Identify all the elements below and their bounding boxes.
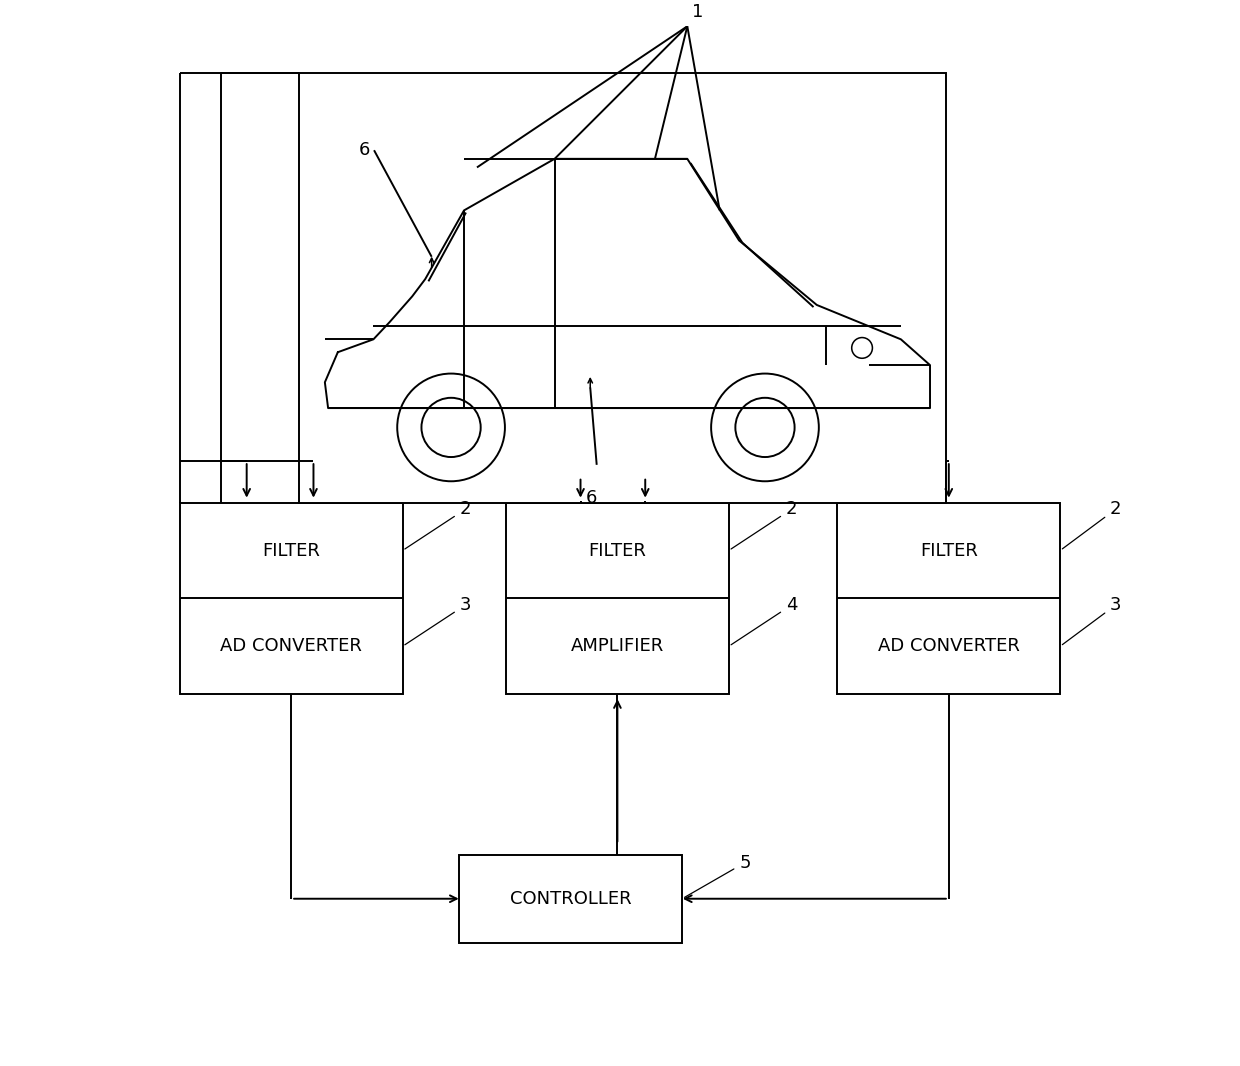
Text: 2: 2 bbox=[404, 500, 471, 549]
Text: 3: 3 bbox=[404, 596, 471, 645]
Text: AMPLIFIER: AMPLIFIER bbox=[570, 637, 665, 656]
Text: AD CONVERTER: AD CONVERTER bbox=[221, 637, 362, 656]
Text: AD CONVERTER: AD CONVERTER bbox=[878, 637, 1019, 656]
Bar bbox=[506, 503, 729, 694]
Text: 5: 5 bbox=[684, 854, 750, 898]
Text: 3: 3 bbox=[1063, 596, 1121, 645]
Text: 6: 6 bbox=[585, 488, 598, 506]
Text: 6: 6 bbox=[358, 141, 370, 159]
Bar bbox=[837, 503, 1060, 694]
Text: 2: 2 bbox=[1063, 500, 1121, 549]
Bar bbox=[299, 72, 946, 503]
Text: FILTER: FILTER bbox=[920, 542, 977, 560]
Text: CONTROLLER: CONTROLLER bbox=[510, 890, 631, 908]
Text: 4: 4 bbox=[732, 596, 797, 645]
Text: 1: 1 bbox=[692, 3, 704, 21]
Bar bbox=[460, 855, 682, 942]
Text: FILTER: FILTER bbox=[589, 542, 646, 560]
Text: 2: 2 bbox=[732, 500, 797, 549]
Bar bbox=[180, 503, 403, 694]
Text: FILTER: FILTER bbox=[263, 542, 320, 560]
